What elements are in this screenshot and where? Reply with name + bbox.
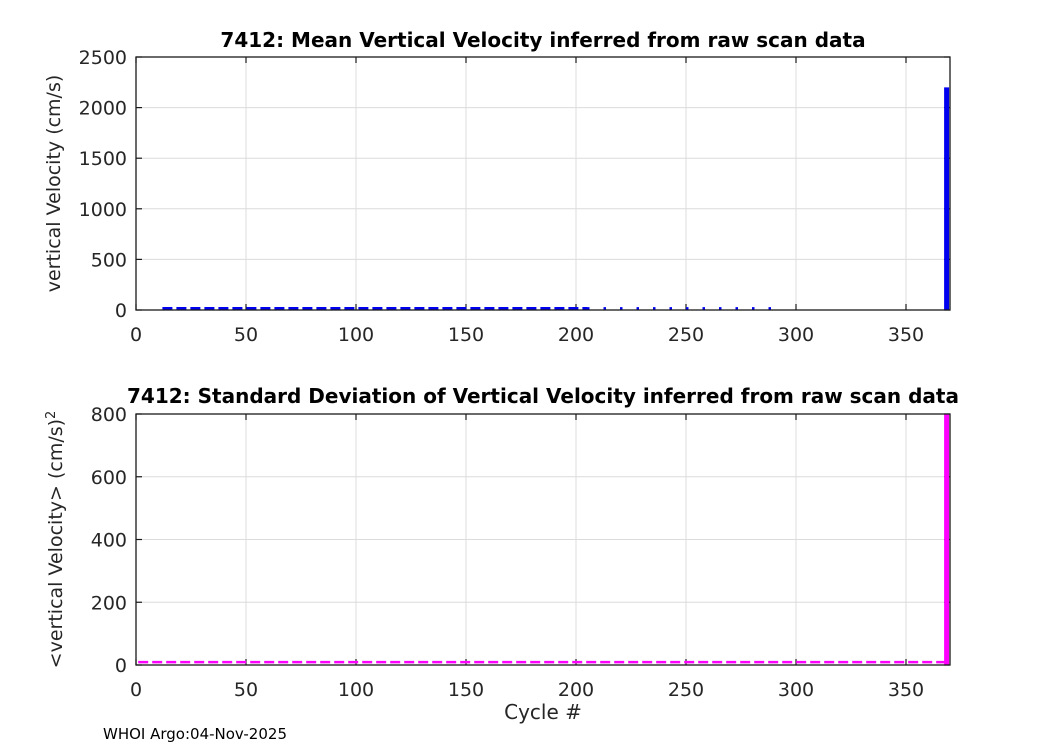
- axes-box: [135, 56, 951, 311]
- y-tick-label: 500: [91, 249, 127, 271]
- y-tick-label: 1000: [79, 199, 127, 221]
- y-tick-label: 1500: [79, 148, 127, 170]
- y-axis-label: vertical Velocity (cm/s): [43, 75, 65, 293]
- x-tick-label: 350: [888, 324, 924, 346]
- y-tick-label: 800: [91, 404, 127, 426]
- x-tick-label: 0: [130, 679, 142, 701]
- y-tick-label: 200: [91, 592, 127, 614]
- x-tick-label: 100: [338, 324, 374, 346]
- y-axis-label: <vertical Velocity> (cm/s)2: [44, 411, 67, 669]
- x-tick-label: 200: [558, 679, 594, 701]
- x-tick-label: 150: [448, 324, 484, 346]
- y-tick-label: 400: [91, 530, 127, 552]
- x-tick-label: 250: [668, 324, 704, 346]
- y-tick-label: 2000: [79, 98, 127, 120]
- chart1-title: 7412: Mean Vertical Velocity inferred fr…: [220, 28, 866, 52]
- x-tick-label: 150: [448, 679, 484, 701]
- x-tick-label: 100: [338, 679, 374, 701]
- x-tick-label: 250: [668, 679, 704, 701]
- x-tick-label: 50: [234, 324, 258, 346]
- x-tick-label: 50: [234, 679, 258, 701]
- y-tick-label: 0: [115, 655, 127, 677]
- watermark-text: WHOI Argo:04-Nov-2025: [103, 725, 287, 743]
- axes-box: [135, 413, 951, 666]
- x-tick-label: 0: [130, 324, 142, 346]
- x-tick-label: 350: [888, 679, 924, 701]
- x-tick-label: 200: [558, 324, 594, 346]
- x-tick-label: 300: [778, 324, 814, 346]
- x-axis-label: Cycle #: [504, 700, 582, 724]
- y-tick-label: 2500: [79, 47, 127, 69]
- x-tick-label: 300: [778, 679, 814, 701]
- y-tick-label: 600: [91, 467, 127, 489]
- y-tick-label: 0: [115, 300, 127, 322]
- chart2-title: 7412: Standard Deviation of Vertical Vel…: [127, 384, 959, 408]
